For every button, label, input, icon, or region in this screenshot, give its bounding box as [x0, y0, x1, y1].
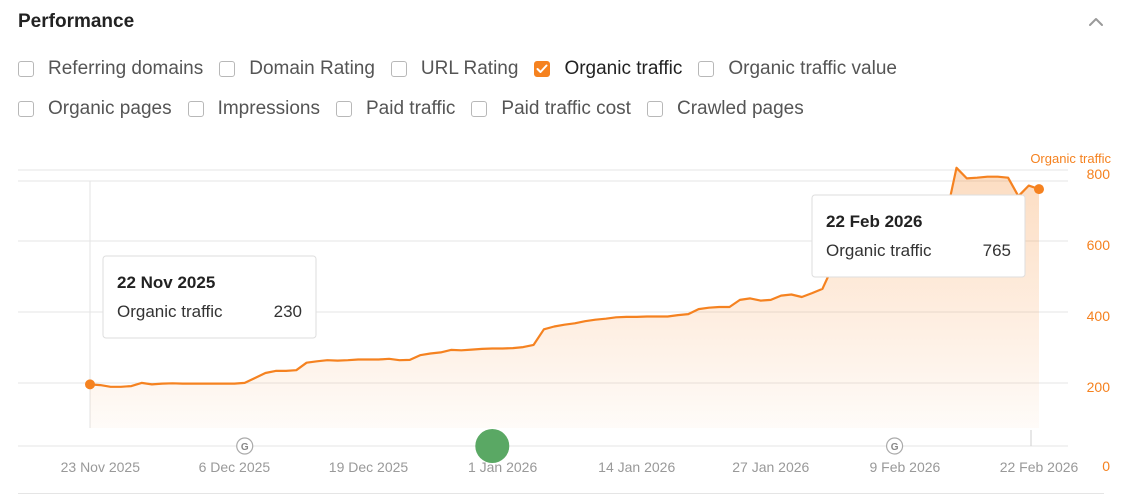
- google-icon-letter: G: [241, 442, 249, 453]
- metric-label: Referring domains: [48, 58, 204, 79]
- metric-url-rating[interactable]: URL Rating: [390, 58, 519, 80]
- y-tick-label: 400: [1087, 308, 1111, 324]
- metric-label: Organic traffic value: [728, 58, 897, 79]
- metric-domain-rating[interactable]: Domain Rating: [219, 58, 375, 80]
- bottom-divider: [18, 493, 1104, 494]
- y-axis-title: Organic traffic: [1030, 151, 1111, 166]
- tooltip-end: 22 Feb 2026 Organic traffic 765: [811, 194, 1026, 278]
- checkbox[interactable]: [18, 101, 34, 117]
- x-tick-label: 23 Nov 2025: [61, 459, 141, 475]
- metric-label: Impressions: [217, 98, 320, 119]
- checkbox-checked[interactable]: [534, 61, 551, 77]
- checkbox[interactable]: [18, 61, 34, 77]
- section-title: Performance: [18, 11, 135, 32]
- metric-referring-domains[interactable]: Referring domains: [18, 58, 203, 80]
- x-tick-label: 9 Feb 2026: [869, 459, 940, 475]
- checkbox[interactable]: [471, 101, 488, 117]
- data-point-end: [1034, 184, 1044, 195]
- metric-row-1: Referring domains Domain Rating URL Rati…: [18, 58, 913, 80]
- series-area-organic-traffic: [90, 167, 1039, 429]
- y-tick-label: 600: [1087, 237, 1111, 253]
- metric-label: URL Rating: [420, 58, 519, 79]
- tooltip-start: 22 Nov 2025 Organic traffic 230: [102, 255, 317, 339]
- checkbox[interactable]: [698, 61, 715, 77]
- y-tick-label: 200: [1087, 379, 1111, 395]
- y-tick-label: 800: [1087, 166, 1111, 182]
- metric-label: Organic pages: [48, 98, 172, 119]
- x-tick-label: 14 Jan 2026: [598, 459, 675, 475]
- tooltip-value: 765: [983, 241, 1011, 260]
- checkbox[interactable]: [336, 101, 352, 117]
- y-tick-label: 0: [1102, 458, 1110, 474]
- tooltip-date: 22 Nov 2025: [117, 273, 215, 292]
- google-icon-letter: G: [891, 442, 899, 453]
- x-tick-label: 6 Dec 2025: [199, 459, 271, 475]
- metric-paid-traffic[interactable]: Paid traffic: [336, 98, 455, 120]
- tooltip-value: 230: [274, 302, 302, 321]
- metric-row-2: Organic pages Impressions Paid traffic P…: [18, 98, 820, 120]
- metric-organic-traffic[interactable]: Organic traffic: [534, 58, 682, 80]
- metric-organic-traffic-value[interactable]: Organic traffic value: [698, 58, 897, 80]
- chevron-up-icon: [1089, 18, 1103, 26]
- metric-label: Paid traffic cost: [501, 98, 631, 119]
- checkbox[interactable]: [646, 101, 663, 117]
- organic-traffic-chart[interactable]: Organic traffic 0 200 400 600 800 23 Nov 2025 6…: [0, 140, 1122, 490]
- tooltip-metric: Organic traffic: [117, 302, 223, 321]
- metric-label: Organic traffic: [564, 58, 683, 79]
- metric-paid-traffic-cost[interactable]: Paid traffic cost: [471, 98, 631, 120]
- metric-crawled-pages[interactable]: Crawled pages: [646, 98, 804, 120]
- x-tick-label: 19 Dec 2025: [329, 459, 409, 475]
- timeline-handle: [475, 429, 510, 463]
- tooltip-date: 22 Feb 2026: [826, 212, 922, 231]
- google-icon-ring: [236, 437, 254, 455]
- collapse-button[interactable]: [1084, 12, 1108, 32]
- metric-impressions[interactable]: Impressions: [187, 98, 320, 120]
- google-icon: G: [236, 437, 254, 455]
- tooltip-box: [102, 255, 317, 339]
- google-icon-ring: [885, 437, 904, 455]
- checkbox[interactable]: [187, 101, 204, 117]
- x-tick-label: 27 Jan 2026: [732, 459, 809, 475]
- tooltip-metric: Organic traffic: [826, 241, 932, 260]
- checkbox[interactable]: [219, 61, 236, 77]
- metric-label: Domain Rating: [249, 58, 375, 79]
- tooltip-box: [811, 194, 1026, 278]
- google-icon: G: [885, 437, 904, 455]
- metric-label: Paid traffic: [366, 98, 456, 119]
- metric-label: Crawled pages: [676, 98, 804, 119]
- metric-organic-pages[interactable]: Organic pages: [18, 98, 172, 120]
- checkbox[interactable]: [390, 61, 407, 77]
- checkmark-icon: [536, 64, 548, 73]
- data-point-start: [85, 379, 95, 390]
- x-tick-label: 22 Feb 2026: [1000, 459, 1079, 475]
- x-tick-label: 1 Jan 2026: [468, 459, 537, 475]
